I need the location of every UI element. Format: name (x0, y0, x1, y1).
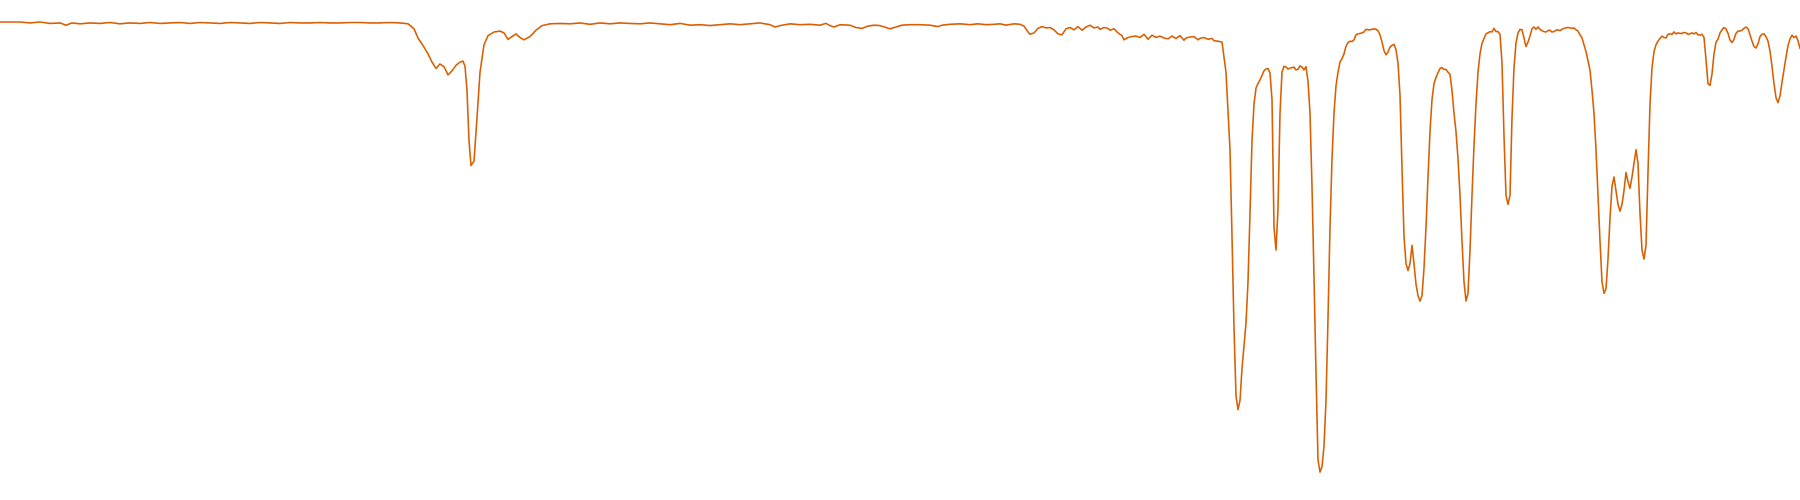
series-line-0 (0, 21, 1800, 473)
series-layer (0, 21, 1800, 473)
